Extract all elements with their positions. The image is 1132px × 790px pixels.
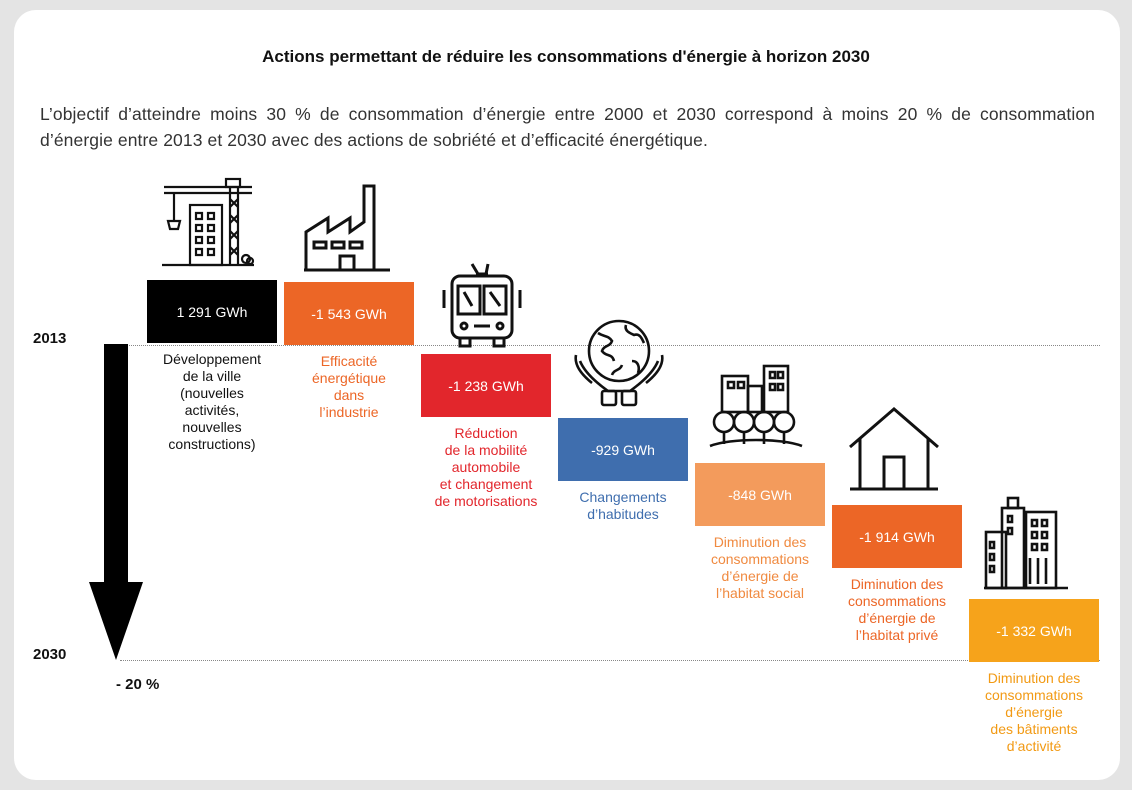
caption-line: Diminution des: [850, 576, 944, 592]
step-caption-5: Diminution des consommations d’énergie de l…: [695, 534, 825, 602]
caption-line: Efficacité: [320, 353, 378, 369]
caption-line: d’habitudes: [587, 506, 659, 522]
caption-line: d’énergie: [1005, 704, 1063, 720]
chart-card: [14, 10, 1120, 780]
caption-line: consommations: [847, 593, 947, 609]
step-caption-7: Diminution des consommations d’énergie des …: [969, 670, 1099, 755]
step-caption-4: Changements d’habitudes: [558, 489, 688, 523]
caption-line: Changements: [579, 489, 667, 505]
caption-line: l’habitat privé: [855, 627, 939, 643]
city-trees-icon: [708, 362, 804, 459]
caption-line: l’industrie: [319, 404, 379, 420]
step-bar-4: -929 GWh: [558, 418, 688, 481]
step-bar-6: -1 914 GWh: [832, 505, 962, 568]
caption-line: activités,: [184, 402, 240, 418]
office-buildings-icon: [982, 492, 1070, 595]
caption-line: d’énergie de: [721, 568, 799, 584]
step-value-label: -1 914 GWh: [859, 528, 935, 545]
caption-line: de la mobilité: [444, 442, 528, 458]
step-bar-2: -1 543 GWh: [284, 282, 414, 345]
caption-line: Développement: [162, 351, 262, 367]
chart-title: Actions permettant de réduire les consom…: [262, 47, 870, 66]
chart-subtitle: L’objectif d’atteindre moins 30 % de con…: [40, 104, 1095, 150]
caption-line: automobile: [451, 459, 521, 475]
total-change-label: - 20 %: [116, 676, 160, 693]
step-bar-5: -848 GWh: [695, 463, 825, 526]
house-icon: [848, 405, 940, 496]
caption-line: Diminution des: [987, 670, 1081, 686]
step-bar-7: -1 332 GWh: [969, 599, 1099, 662]
caption-line: dans: [333, 387, 365, 403]
down-arrow: [89, 344, 143, 660]
step-bar-1: 1 291 GWh: [147, 280, 277, 343]
caption-line: énergétique: [312, 370, 386, 386]
factory-icon: [302, 182, 392, 279]
step-caption-6: Diminution des consommations d’énergie de l…: [832, 576, 962, 644]
caption-line: d’énergie de: [858, 610, 936, 626]
step-value-label: 1 291 GWh: [176, 303, 248, 320]
step-caption-3: Réduction de la mobilité automobile et chan…: [421, 425, 551, 510]
year-label-2013: 2013: [33, 330, 67, 347]
construction-crane-icon: [160, 177, 256, 274]
step-value-label: -1 238 GWh: [448, 377, 524, 394]
caption-line: consommations: [710, 551, 810, 567]
caption-line: nouvelles: [182, 419, 242, 435]
step-bar-3: -1 238 GWh: [421, 354, 551, 417]
bus-icon: [442, 262, 522, 355]
baseline-2030: [120, 660, 1100, 661]
step-value-label: -848 GWh: [728, 486, 792, 503]
caption-line: de motorisations: [434, 493, 538, 509]
caption-line: d’activité: [1006, 738, 1062, 754]
caption-line: Diminution des: [713, 534, 807, 550]
step-value-label: -1 543 GWh: [311, 305, 387, 322]
step-value-label: -929 GWh: [591, 441, 655, 458]
step-caption-1: Développement de la ville (nouvelles activi…: [147, 351, 277, 453]
year-label-2030: 2030: [33, 646, 67, 663]
step-value-label: -1 332 GWh: [996, 622, 1072, 639]
caption-line: constructions): [168, 436, 256, 452]
caption-line: des bâtiments: [990, 721, 1078, 737]
caption-line: de la ville: [182, 368, 242, 384]
caption-line: consommations: [984, 687, 1084, 703]
caption-line: et changement: [439, 476, 533, 492]
caption-line: l’habitat social: [716, 585, 804, 601]
caption-line: (nouvelles: [180, 385, 244, 401]
caption-line: Réduction: [454, 425, 518, 441]
globe-hands-icon: [572, 317, 666, 418]
step-caption-2: Efficacité énergétique dans l’industrie: [284, 353, 414, 421]
